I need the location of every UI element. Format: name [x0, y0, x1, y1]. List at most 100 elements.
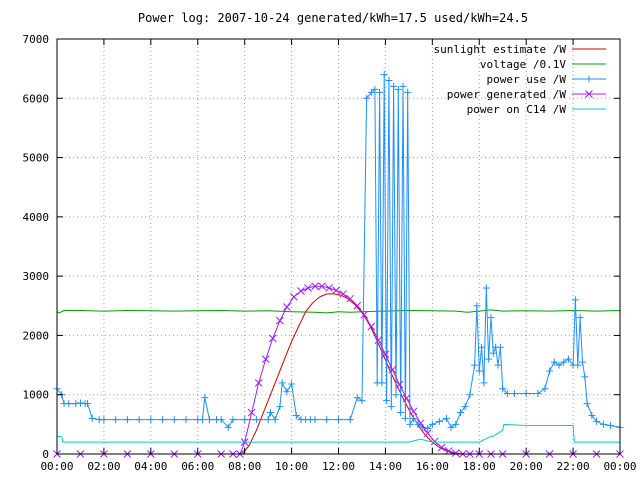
x-tick-label: 06:00 [181, 460, 214, 473]
data-point [252, 416, 260, 424]
data-point [447, 423, 455, 431]
x-tick-label: 00:00 [40, 460, 73, 473]
data-point [367, 88, 375, 96]
data-point [394, 85, 402, 93]
data-point [555, 361, 563, 369]
data-point [297, 287, 305, 295]
data-point [247, 408, 256, 417]
data-point [578, 358, 586, 366]
y-tick-label: 5000 [23, 152, 50, 165]
data-point [404, 88, 412, 96]
data-point [224, 423, 232, 431]
chart-title: Power log: 2007-10-24 generated/kWh=17.5… [138, 11, 528, 25]
data-point [423, 429, 432, 438]
data-point [576, 314, 584, 322]
data-point [292, 411, 300, 419]
data-point [339, 290, 348, 298]
y-tick-label: 2000 [23, 329, 50, 342]
data-point [489, 349, 497, 357]
data-point [264, 416, 272, 424]
x-tick-label: 22:00 [557, 460, 590, 473]
data-point [522, 390, 530, 398]
legend-entry: power generated /W [447, 88, 606, 101]
y-tick-label: 4000 [23, 211, 50, 224]
data-point [353, 301, 362, 310]
x-tick-label: 18:00 [463, 460, 496, 473]
data-point [304, 284, 312, 292]
data-point [564, 355, 572, 363]
data-point [376, 88, 384, 96]
x-tick-label: 02:00 [87, 460, 120, 473]
data-point [268, 334, 277, 343]
data-point [353, 394, 361, 402]
data-point [380, 71, 388, 79]
data-point [588, 411, 596, 419]
data-point [461, 403, 469, 411]
data-point [571, 296, 579, 304]
data-point [170, 416, 178, 424]
series-line [56, 423, 620, 443]
data-point [283, 303, 291, 311]
data-point [112, 416, 120, 424]
data-point [288, 380, 296, 388]
data-point [65, 400, 73, 408]
x-tick-label: 10:00 [275, 460, 308, 473]
data-point [480, 379, 488, 387]
data-point [482, 284, 490, 292]
data-point [416, 419, 425, 428]
legend-marker [585, 90, 593, 98]
data-point [381, 350, 390, 359]
data-point [388, 365, 397, 374]
data-point [276, 403, 284, 411]
y-tick-label: 3000 [23, 270, 50, 283]
data-point [414, 420, 422, 428]
data-point [499, 385, 507, 393]
data-point [198, 416, 206, 424]
data-point [473, 302, 481, 310]
data-point [541, 385, 549, 393]
data-point [452, 420, 460, 428]
data-point [401, 414, 409, 422]
data-point [283, 388, 291, 396]
data-point [147, 416, 155, 424]
y-tick-label: 1000 [23, 389, 50, 402]
series-voltage-0-1v [56, 309, 621, 314]
data-point [397, 409, 405, 416]
data-point [335, 416, 342, 424]
data-point [485, 355, 493, 363]
data-point [424, 425, 432, 433]
data-point [363, 94, 371, 102]
data-point [534, 390, 542, 398]
data-point [385, 77, 393, 84]
x-tick-label: 00:00 [603, 460, 636, 473]
data-point [442, 414, 450, 422]
data-point [510, 390, 518, 398]
data-point [583, 400, 591, 408]
data-point [346, 416, 354, 424]
data-point [487, 314, 495, 322]
data-point [494, 361, 502, 369]
data-point [392, 391, 400, 399]
data-point [456, 409, 464, 416]
data-point [346, 294, 355, 303]
data-point [600, 420, 608, 428]
data-point [135, 416, 143, 424]
data-point [367, 322, 376, 331]
data-point [318, 282, 326, 291]
data-point [311, 416, 319, 424]
legend-label: power on C14 /W [467, 103, 567, 116]
data-point [217, 416, 225, 424]
data-point [374, 336, 383, 345]
series-power-use-w [53, 71, 624, 433]
data-point [546, 367, 554, 375]
data-point [402, 394, 411, 403]
data-point [471, 361, 479, 369]
data-point [406, 420, 414, 428]
data-point [123, 416, 131, 424]
tick-layer: 0 1000 2000 3000 4000 5000 6000 7000 00:00 02:00 0… [23, 33, 637, 473]
data-point [390, 82, 398, 90]
data-point [323, 416, 331, 424]
data-point [261, 355, 270, 363]
